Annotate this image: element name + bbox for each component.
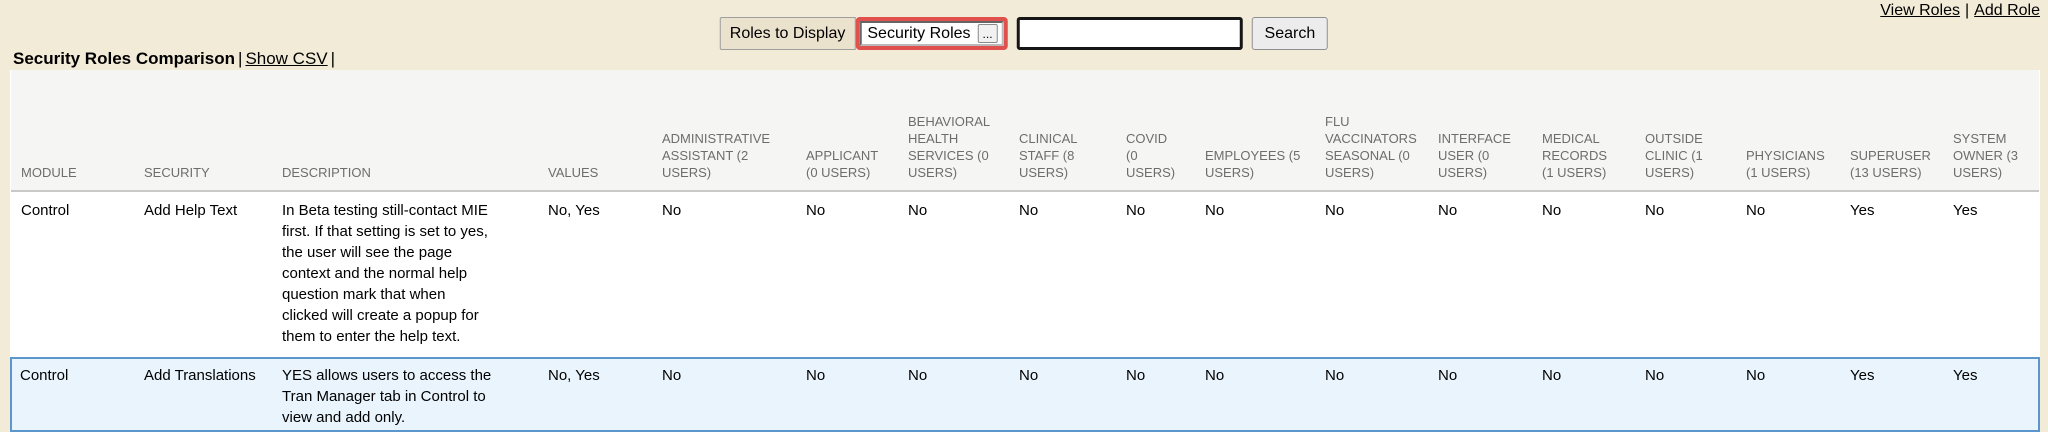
top-links-separator: | (1965, 2, 1970, 19)
cell-applicant: No (796, 357, 898, 432)
cell-flu-vaccinators-seasonal: No (1315, 191, 1428, 358)
view-roles-link[interactable]: View Roles (1880, 2, 1961, 19)
col-header-covid: COVID (0 USERS) (1116, 70, 1195, 192)
roles-select-highlight-frame: Security Roles ... (855, 17, 1008, 50)
cell-system-owner: Yes (1943, 191, 2039, 358)
col-header-description: DESCRIPTION (272, 70, 538, 192)
col-header-system-owner: SYSTEM OWNER (3 USERS) (1943, 70, 2039, 192)
page-heading: Security Roles Comparison | Show CSV | (13, 48, 2048, 69)
cell-module: Control (11, 191, 134, 358)
col-header-interface-user: INTERFACE USER (0 USERS) (1428, 70, 1532, 192)
cell-interface-user: No (1428, 357, 1532, 432)
cell-employees: No (1195, 357, 1315, 432)
roles-select-ellipsis-button[interactable]: ... (977, 24, 998, 43)
cell-administrative-assistant: No (652, 357, 796, 432)
cell-superuser: Yes (1840, 191, 1943, 358)
comparison-table: MODULE SECURITY DESCRIPTION VALUES ADMINISTR… (10, 70, 2040, 432)
cell-applicant: No (796, 191, 898, 358)
col-header-behavioral-health-services: BEHAVIORAL HEALTH SERVICES (0 USERS) (898, 70, 1009, 192)
cell-interface-user: No (1428, 191, 1532, 358)
roles-to-display-button[interactable]: Roles to Display (719, 17, 856, 50)
cell-covid: No (1116, 357, 1195, 432)
cell-superuser: Yes (1840, 357, 1943, 432)
show-csv-link[interactable]: Show CSV (245, 49, 328, 68)
cell-description: In Beta testing still-contact MIE first.… (272, 191, 538, 358)
roles-select-value: Security Roles (867, 24, 971, 42)
cell-values: No, Yes (538, 191, 652, 358)
cell-module: Control (10, 357, 134, 432)
cell-medical-records: No (1532, 191, 1635, 358)
cell-outside-clinic: No (1635, 191, 1736, 358)
col-header-applicant: APPLICANT (0 USERS) (796, 70, 898, 192)
cell-behavioral-health-services: No (898, 191, 1009, 358)
cell-physicians: No (1736, 357, 1840, 432)
col-header-module: MODULE (11, 70, 134, 192)
cell-description: YES allows users to access the Tran Mana… (272, 357, 538, 432)
top-links: View Roles | Add Role (1880, 2, 2040, 20)
table-row[interactable]: Control Add Help Text In Beta testing stil… (11, 191, 2039, 358)
roles-select[interactable]: Security Roles ... (859, 21, 1004, 46)
table-header-row: MODULE SECURITY DESCRIPTION VALUES ADMINISTR… (11, 70, 2039, 192)
col-header-values: VALUES (538, 70, 652, 192)
col-header-clinical-staff: CLINICAL STAFF (8 USERS) (1009, 70, 1116, 192)
cell-covid: No (1116, 191, 1195, 358)
top-bar: View Roles | Add Role Roles to Display Sec… (0, 0, 2048, 50)
cell-medical-records: No (1532, 357, 1635, 432)
cell-security: Add Translations (134, 357, 272, 432)
col-header-flu-vaccinators-seasonal: FLU VACCINATORS SEASONAL (0 USERS) (1315, 70, 1428, 192)
cell-clinical-staff: No (1009, 191, 1116, 358)
cell-system-owner: Yes (1943, 357, 2040, 432)
cell-physicians: No (1736, 191, 1840, 358)
cell-administrative-assistant: No (652, 191, 796, 358)
col-header-medical-records: MEDICAL RECORDS (1 USERS) (1532, 70, 1635, 192)
table-body: Control Add Help Text In Beta testing stil… (10, 191, 2040, 432)
heading-separator: | (330, 49, 336, 68)
roles-controls: Roles to Display Security Roles ... Sear… (719, 17, 1329, 50)
col-header-physicians: PHYSICIANS (1 USERS) (1736, 70, 1840, 192)
page-title: Security Roles Comparison (13, 49, 236, 68)
add-role-link[interactable]: Add Role (1974, 2, 2040, 19)
heading-separator: | (238, 49, 243, 68)
cell-outside-clinic: No (1635, 357, 1736, 432)
col-header-security: SECURITY (134, 70, 272, 192)
cell-clinical-staff: No (1009, 357, 1116, 432)
table-row[interactable]: Control Add Translations YES allows users … (10, 357, 2040, 432)
search-input[interactable] (1016, 17, 1243, 50)
cell-behavioral-health-services: No (898, 357, 1009, 432)
search-button[interactable]: Search (1251, 17, 1329, 50)
col-header-outside-clinic: OUTSIDE CLINIC (1 USERS) (1635, 70, 1736, 192)
col-header-superuser: SUPERUSER (13 USERS) (1840, 70, 1943, 192)
cell-flu-vaccinators-seasonal: No (1315, 357, 1428, 432)
cell-values: No, Yes (538, 357, 652, 432)
col-header-employees: EMPLOYEES (5 USERS) (1195, 70, 1315, 192)
cell-employees: No (1195, 191, 1315, 358)
col-header-administrative-assistant: ADMINISTRATIVE ASSISTANT (2 USERS) (652, 70, 796, 192)
cell-security: Add Help Text (134, 191, 272, 358)
